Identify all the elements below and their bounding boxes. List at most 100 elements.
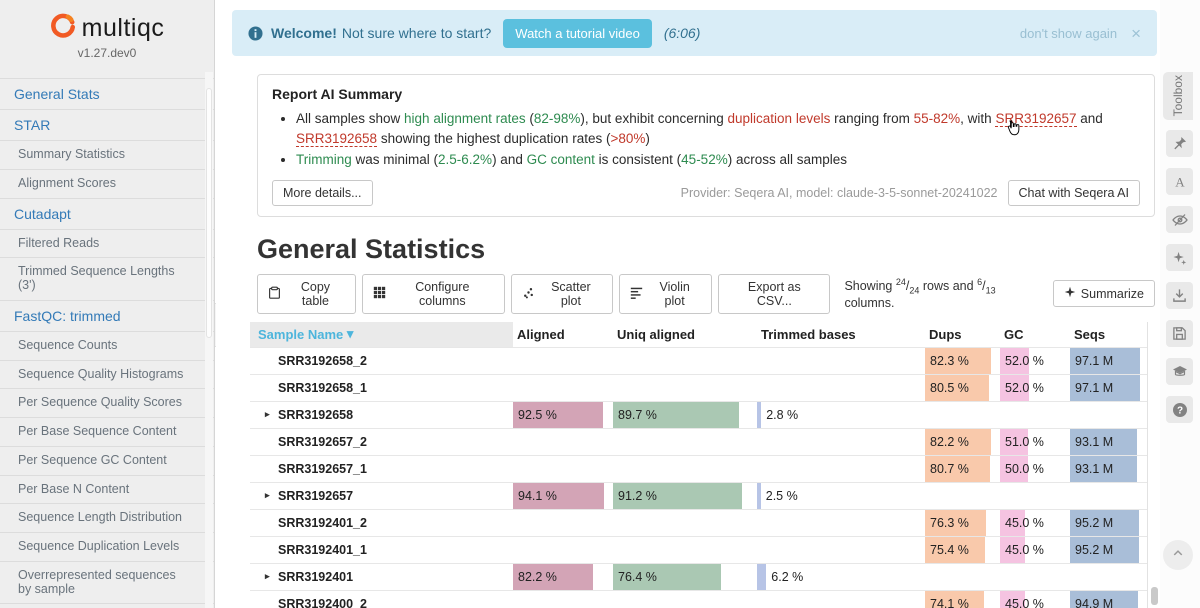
col-seqs[interactable]: Seqs	[1074, 326, 1106, 342]
sample-name: SRR3192658_2	[278, 353, 367, 368]
page-title: General Statistics	[257, 233, 486, 264]
col-sample-name[interactable]: Sample Name ▾	[250, 321, 513, 347]
chat-seqera-button[interactable]: Chat with Seqera AI	[1007, 179, 1140, 206]
sidebar-item-filtered-reads[interactable]: Filtered Reads	[0, 228, 214, 258]
export-csv-button[interactable]: Export as CSV...	[718, 273, 831, 314]
sidebar-item-sequence-length-distribution[interactable]: Sequence Length Distribution	[0, 503, 214, 532]
table-row[interactable]: SRR3192657_2 82.2 % 51.0 % 93.1 M	[250, 427, 1147, 455]
table-row[interactable]: SRR3192658_2 82.3 % 52.0 % 97.1 M	[250, 346, 1147, 374]
ai-bullet-list: All samples show high alignment rates (8…	[296, 109, 1140, 170]
ai-sparkle-icon[interactable]	[1166, 244, 1193, 271]
download-icon[interactable]	[1166, 282, 1193, 309]
copy-table-button[interactable]: Copy table	[257, 273, 356, 314]
col-trimmed-bases[interactable]: Trimmed bases	[761, 326, 856, 342]
more-details-button[interactable]: More details...	[272, 179, 373, 206]
hide-samples-icon[interactable]	[1166, 206, 1193, 233]
chevron-up-icon	[1172, 546, 1184, 564]
table-row[interactable]: SRR3192657_1 80.7 % 50.0 % 93.1 M	[250, 454, 1147, 482]
sidebar-item-sequence-duplication-levels[interactable]: Sequence Duplication Levels	[0, 532, 214, 561]
sidebar-item-sequence-quality-histograms[interactable]: Sequence Quality Histograms	[0, 359, 214, 389]
video-duration: (6:06)	[663, 25, 701, 41]
table-row[interactable]: ▸ SRR3192657 94.1 % 91.2 % 2.5 %	[250, 481, 1147, 509]
ai-bullet: Trimming was minimal (2.5-6.2%) and GC c…	[296, 150, 1140, 170]
violin-plot-button[interactable]: Violin plot	[619, 273, 713, 314]
welcome-text: Not sure where to start?	[341, 25, 492, 41]
sidebar-item-per-base-sequence-content[interactable]: Per Base Sequence Content	[0, 417, 214, 446]
ai-summary-title: Report AI Summary	[272, 86, 403, 102]
sidebar-item-star[interactable]: STAR	[0, 109, 214, 140]
toolbox-tab[interactable]: Toolbox	[1163, 72, 1193, 120]
sample-name: SRR3192401_1	[278, 542, 367, 557]
toolbox-strip: Toolbox A ?	[1160, 0, 1200, 608]
welcome-bold: Welcome!	[271, 25, 337, 41]
sample-name: SRR3192657_2	[278, 434, 367, 449]
logo-block: multiqc v1.27.dev0	[0, 0, 214, 70]
scatter-plot-button[interactable]: Scatter plot	[510, 273, 614, 314]
expand-row-icon[interactable]: ▸	[265, 571, 270, 582]
sample-name: SRR3192657	[278, 488, 354, 503]
expand-row-icon[interactable]: ▸	[265, 490, 270, 501]
showing-summary: Showing 24/24 rows and 6/13 columns.	[844, 277, 996, 311]
summarize-button[interactable]: Summarize	[1052, 280, 1155, 308]
info-icon	[248, 25, 263, 41]
save-icon[interactable]	[1166, 320, 1193, 347]
sidebar: multiqc v1.27.dev0 General Stats STAR Summ…	[0, 0, 215, 608]
table-toolbar: Copy table Configure columns Scatter plo…	[257, 273, 1155, 314]
clipboard-icon	[268, 286, 281, 302]
scroll-to-top-button[interactable]	[1163, 540, 1193, 570]
content-scrollbar-thumb[interactable]	[1151, 587, 1158, 605]
sidebar-item-alignment-scores[interactable]: Alignment Scores	[0, 168, 214, 198]
logo-text: multiqc	[81, 14, 165, 42]
sidebar-item-general-stats[interactable]: General Stats	[0, 78, 214, 109]
table-row[interactable]: ▸ SRR3192401 82.2 % 76.4 % 6.2 %	[250, 562, 1147, 590]
sample-name: SRR3192657_1	[278, 461, 367, 476]
help-icon[interactable]: ?	[1166, 396, 1193, 423]
configure-columns-button[interactable]: Configure columns	[361, 273, 505, 314]
sparkle-icon	[1064, 286, 1076, 301]
grid-icon	[373, 286, 386, 302]
ai-provider-label: Provider: Seqera AI, model: claude-3-5-s…	[680, 185, 998, 200]
sidebar-item-top-overrepresented-sequences[interactable]: Top overrepresented sequences	[0, 603, 214, 608]
ai-bullet: All samples show high alignment rates (8…	[296, 109, 1140, 148]
general-stats-table: Sample Name ▾ Aligned Uniq aligned Trimm…	[250, 321, 1148, 608]
tour-icon[interactable]	[1166, 358, 1193, 385]
sample-name: SRR3192400_2	[278, 596, 367, 608]
violin-icon	[630, 286, 643, 302]
banner-close-icon[interactable]: ×	[1131, 23, 1141, 43]
scatter-icon	[522, 286, 535, 302]
sidebar-item-fastqc-trimmed[interactable]: FastQC: trimmed	[0, 299, 214, 331]
table-row[interactable]: SRR3192401_1 75.4 % 45.0 % 95.2 M	[250, 535, 1147, 563]
table-header: Sample Name ▾ Aligned Uniq aligned Trimm…	[250, 321, 1147, 347]
sidebar-item-per-base-n-content[interactable]: Per Base N Content	[0, 474, 214, 504]
sidebar-item-summary-statistics[interactable]: Summary Statistics	[0, 140, 214, 169]
col-aligned[interactable]: Aligned	[517, 326, 565, 342]
sample-name: SRR3192401	[278, 569, 354, 584]
svg-text:?: ?	[1176, 405, 1182, 416]
version-label: v1.27.dev0	[77, 46, 137, 60]
table-row[interactable]: SRR3192401_2 76.3 % 45.0 % 95.2 M	[250, 508, 1147, 536]
table-row[interactable]: ▸ SRR3192658 92.5 % 89.7 % 2.8 %	[250, 400, 1147, 428]
col-gc[interactable]: GC	[1004, 326, 1024, 342]
sidebar-item-per-sequence-gc-content[interactable]: Per Sequence GC Content	[0, 445, 214, 475]
highlight-icon[interactable]: A	[1166, 168, 1193, 195]
svg-text:A: A	[1175, 174, 1185, 189]
pin-icon[interactable]	[1166, 130, 1193, 157]
col-dups[interactable]: Dups	[929, 326, 962, 342]
sample-name: SRR3192401_2	[278, 515, 367, 530]
sidebar-item-per-sequence-quality-scores[interactable]: Per Sequence Quality Scores	[0, 388, 214, 417]
sort-arrow-icon: ▾	[346, 326, 354, 342]
dont-show-again-link[interactable]: don't show again	[1019, 25, 1118, 41]
sidebar-item-trimmed-sequence-lengths-3-[interactable]: Trimmed Sequence Lengths (3')	[0, 257, 214, 300]
sidebar-item-overrepresented-sequences-by-sample[interactable]: Overrepresented sequences by sample	[0, 560, 214, 604]
welcome-banner: Welcome! Not sure where to start? Watch …	[232, 10, 1157, 56]
table-row[interactable]: SRR3192400_2 74.1 % 45.0 % 94.9 M	[250, 589, 1147, 608]
table-row[interactable]: SRR3192658_1 80.5 % 52.0 % 97.1 M	[250, 373, 1147, 401]
col-uniq-aligned[interactable]: Uniq aligned	[617, 326, 695, 342]
sidebar-item-sequence-counts[interactable]: Sequence Counts	[0, 330, 214, 360]
expand-row-icon[interactable]: ▸	[265, 409, 270, 420]
tutorial-video-button[interactable]: Watch a tutorial video	[503, 18, 652, 48]
multiqc-logo-icon	[50, 13, 76, 44]
sidebar-scrollbar[interactable]	[205, 72, 213, 608]
sidebar-item-cutadapt[interactable]: Cutadapt	[0, 197, 214, 229]
sample-name: SRR3192658	[278, 407, 354, 422]
